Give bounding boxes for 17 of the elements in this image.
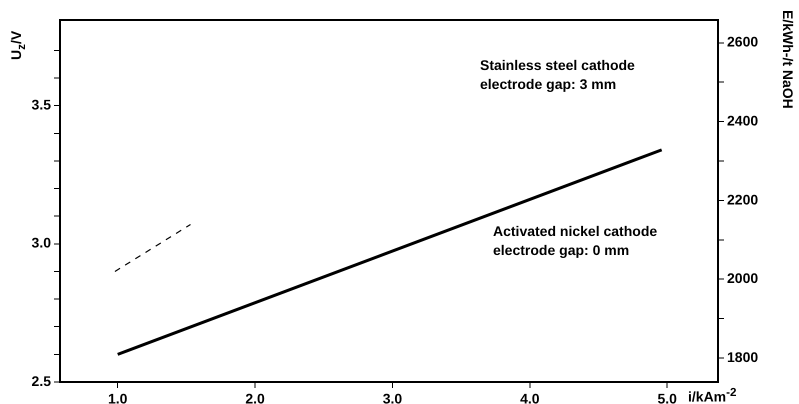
annotation: Stainless steel cathode electrode gap: 3 mm (480, 56, 635, 94)
x-tick-label: 2.0 (245, 390, 266, 404)
y2-tick-label: 2000 (727, 270, 758, 286)
y2-tick-label: 2200 (727, 191, 758, 208)
x-tick-label: 3.0 (382, 390, 402, 404)
y2-axis-title: E/kWh-/t NaOH (780, 10, 796, 109)
y-tick-label: 2.5 (32, 372, 52, 389)
x-tick-label: 4.0 (520, 390, 540, 404)
x-axis-title: i/kAm$^{-2}$ (688, 386, 736, 404)
y2-tick-label: 1800 (727, 348, 758, 365)
x-tick-label: 5.0 (657, 390, 678, 404)
y-tick-label: 3.5 (32, 96, 52, 113)
annotation: Activated nickel cathode electrode gap: 0 mm (493, 222, 658, 260)
y2-tick-label: 2600 (727, 34, 758, 50)
x-tick-label: 1.0 (108, 390, 128, 404)
y2-tick-label: 2400 (727, 112, 758, 128)
y-tick-label: 3.0 (32, 234, 52, 251)
